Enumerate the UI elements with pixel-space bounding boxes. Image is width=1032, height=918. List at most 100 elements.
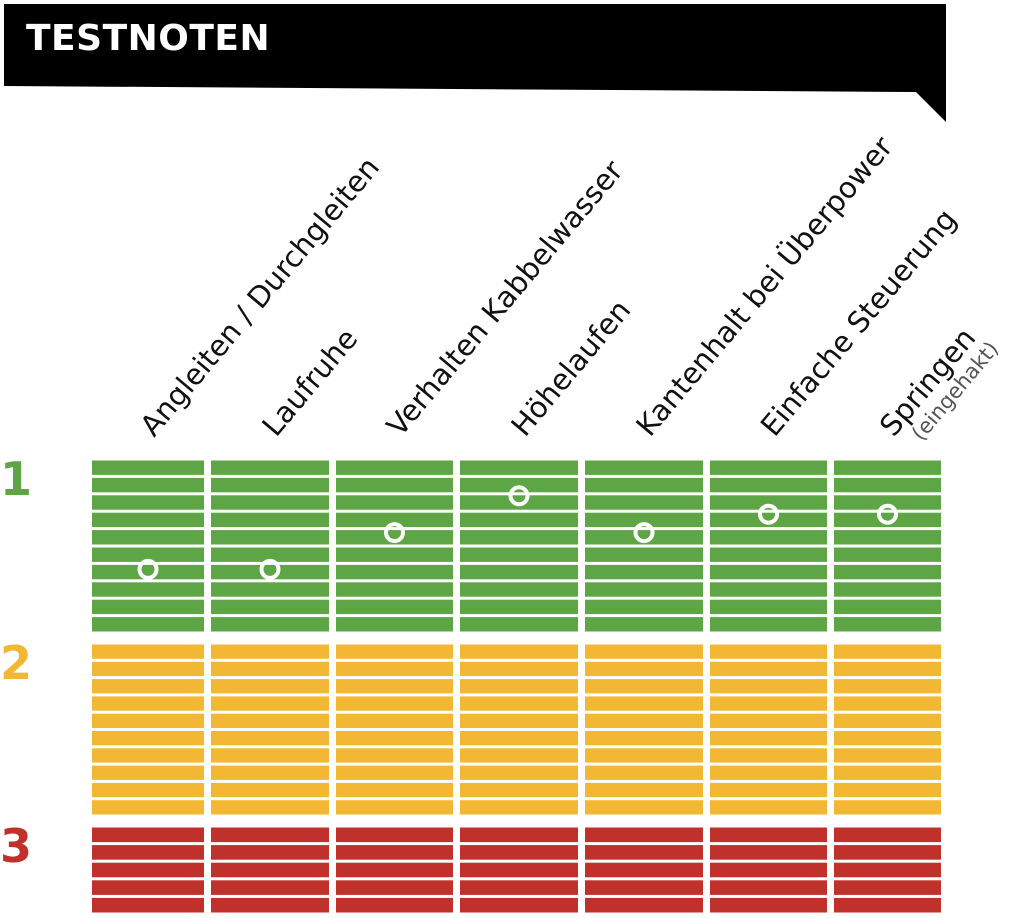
grade-1-cell bbox=[92, 547, 204, 562]
grade-1-cell bbox=[585, 512, 703, 528]
grade-1-cell bbox=[460, 599, 578, 615]
grade-3-cell bbox=[710, 845, 827, 860]
grade-1-cell bbox=[585, 530, 703, 545]
grade-label-1: 1 bbox=[0, 452, 32, 506]
grade-2-cell bbox=[336, 731, 453, 746]
grade-2-cell bbox=[710, 748, 827, 763]
grade-1-cell bbox=[211, 564, 329, 580]
grade-1-cell bbox=[834, 512, 941, 528]
grade-1-cell bbox=[92, 530, 204, 545]
grade-2-cell bbox=[834, 713, 941, 728]
grade-3-cell bbox=[710, 897, 827, 913]
grade-2-cell bbox=[460, 696, 578, 711]
grade-1-cell bbox=[92, 495, 204, 510]
grade-2-cell bbox=[834, 765, 941, 780]
grade-1-cell bbox=[710, 617, 827, 632]
grade-label-3: 3 bbox=[0, 819, 32, 873]
grade-1-cell bbox=[336, 477, 453, 493]
grade-2-cell bbox=[336, 696, 453, 711]
score-marker bbox=[877, 503, 898, 525]
grade-3-cell bbox=[460, 897, 578, 913]
score-marker bbox=[259, 558, 281, 580]
category-label: Höhelaufen bbox=[504, 293, 637, 442]
grade-2-cell bbox=[710, 713, 827, 728]
grade-2-cell bbox=[211, 800, 329, 815]
grade-2-cell bbox=[460, 713, 578, 728]
grade-1-cell bbox=[336, 495, 453, 510]
grade-1-cell bbox=[834, 617, 941, 632]
grade-1-cell bbox=[336, 530, 453, 545]
grade-1-cell bbox=[211, 495, 329, 510]
grade-2-cell bbox=[710, 679, 827, 694]
grade-3-cell bbox=[336, 845, 453, 860]
grade-3-cell bbox=[585, 845, 703, 860]
grade-1-cell bbox=[211, 460, 329, 475]
grade-3-cell bbox=[336, 862, 453, 878]
grade-1-cell bbox=[710, 512, 827, 528]
grade-2-cell bbox=[585, 800, 703, 815]
grade-2-cell bbox=[585, 644, 703, 659]
grade-3-cell bbox=[211, 897, 329, 913]
grade-3-cell bbox=[211, 862, 329, 878]
grade-2-cell bbox=[460, 765, 578, 780]
grade-3-cell bbox=[834, 845, 941, 860]
grade-1-cell bbox=[92, 477, 204, 493]
grade-3-cell bbox=[92, 827, 204, 843]
grade-2-cell bbox=[336, 782, 453, 798]
grade-1-cell bbox=[92, 564, 204, 580]
grade-3-cell bbox=[92, 897, 204, 913]
grade-1-cell bbox=[834, 495, 941, 510]
category-label: Laufruhe bbox=[255, 322, 364, 443]
grade-3-cell bbox=[92, 845, 204, 860]
grade-1-cell bbox=[460, 564, 578, 580]
grade-2-cell bbox=[710, 696, 827, 711]
grade-1-cell bbox=[336, 547, 453, 562]
grade-1-cell bbox=[211, 512, 329, 528]
grade-1-cell bbox=[585, 599, 703, 615]
grade-2-cell bbox=[834, 644, 941, 659]
category-label: Angleiten / Durchgleiten bbox=[133, 150, 386, 442]
grade-2-cell bbox=[585, 731, 703, 746]
score-marker bbox=[508, 485, 530, 507]
grade-2-cell bbox=[460, 800, 578, 815]
grade-2-cell bbox=[460, 748, 578, 763]
grade-1-cell bbox=[336, 617, 453, 632]
grade-2-cell bbox=[211, 696, 329, 711]
grade-1-cell bbox=[460, 617, 578, 632]
grade-3-cell bbox=[460, 827, 578, 843]
score-marker bbox=[384, 522, 405, 544]
grade-1-cell bbox=[211, 477, 329, 493]
grade-3-cell bbox=[834, 897, 941, 913]
grade-3-cell bbox=[336, 880, 453, 895]
grade-3-cell bbox=[460, 862, 578, 878]
grade-2-cell bbox=[460, 782, 578, 798]
grade-3-cell bbox=[834, 862, 941, 878]
grade-2-cell bbox=[336, 713, 453, 728]
grade-3-cell bbox=[834, 827, 941, 843]
grade-3-cell bbox=[211, 827, 329, 843]
grade-1-cell bbox=[336, 460, 453, 475]
grade-1-cell bbox=[211, 599, 329, 615]
grade-3-cell bbox=[710, 862, 827, 878]
grade-2-cell bbox=[336, 679, 453, 694]
grade-2-cell bbox=[834, 679, 941, 694]
grade-2-cell bbox=[92, 731, 204, 746]
grade-2-cell bbox=[585, 661, 703, 677]
grade-2-cell bbox=[92, 800, 204, 815]
grade-3-cell bbox=[585, 897, 703, 913]
grade-2-cell bbox=[336, 765, 453, 780]
grade-1-cell bbox=[710, 582, 827, 597]
grade-1-cell bbox=[211, 530, 329, 545]
grade-1-cell bbox=[336, 564, 453, 580]
grade-3-cell bbox=[710, 880, 827, 895]
grade-2-cell bbox=[710, 644, 827, 659]
grade-1-cell bbox=[710, 599, 827, 615]
grade-3-cell bbox=[834, 880, 941, 895]
grade-2-cell bbox=[460, 679, 578, 694]
grade-2-cell bbox=[211, 644, 329, 659]
grade-2-cell bbox=[585, 696, 703, 711]
grade-1-cell bbox=[336, 599, 453, 615]
grade-3-cell bbox=[336, 827, 453, 843]
grade-2-cell bbox=[92, 661, 204, 677]
grade-1-cell bbox=[460, 477, 578, 493]
